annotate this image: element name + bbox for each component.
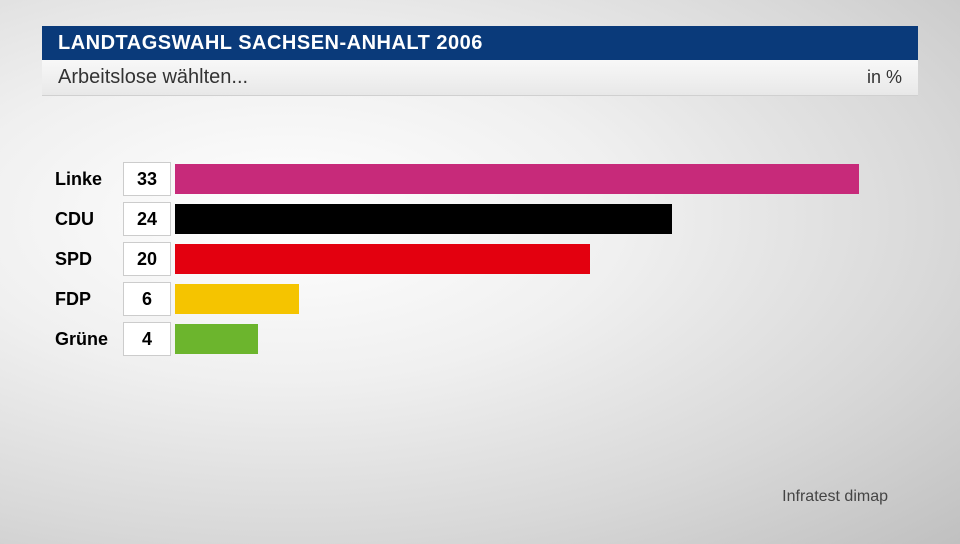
bar-row-cdu: CDU 24 <box>55 200 915 238</box>
party-label: Grüne <box>55 329 123 350</box>
value-cell: 6 <box>123 282 171 316</box>
source-label: Infratest dimap <box>782 488 888 506</box>
value-cell: 33 <box>123 162 171 196</box>
chart-area: Linke 33 CDU 24 SPD 20 FDP 6 <box>55 160 915 360</box>
bar-fill-linke <box>175 164 859 194</box>
page-title: LANDTAGSWAHL SACHSEN-ANHALT 2006 <box>58 32 483 55</box>
party-label: Linke <box>55 169 123 190</box>
bar-row-linke: Linke 33 <box>55 160 915 198</box>
party-label: CDU <box>55 209 123 230</box>
bar-track <box>175 164 915 194</box>
chart-subtitle: Arbeitslose wählten... <box>58 66 248 89</box>
bar-track <box>175 284 915 314</box>
header-bar: LANDTAGSWAHL SACHSEN-ANHALT 2006 <box>42 26 918 60</box>
value-cell: 24 <box>123 202 171 236</box>
chart-container: LANDTAGSWAHL SACHSEN-ANHALT 2006 Arbeits… <box>0 0 960 544</box>
bar-fill-gruene <box>175 324 258 354</box>
party-label: FDP <box>55 289 123 310</box>
bar-track <box>175 204 915 234</box>
bar-track <box>175 244 915 274</box>
bar-fill-spd <box>175 244 590 274</box>
subheader-bar: Arbeitslose wählten... in % <box>42 60 918 96</box>
bar-row-gruene: Grüne 4 <box>55 320 915 358</box>
bar-row-spd: SPD 20 <box>55 240 915 278</box>
unit-label: in % <box>867 67 902 88</box>
bar-fill-fdp <box>175 284 299 314</box>
bar-fill-cdu <box>175 204 672 234</box>
party-label: SPD <box>55 249 123 270</box>
value-cell: 4 <box>123 322 171 356</box>
bar-row-fdp: FDP 6 <box>55 280 915 318</box>
bar-track <box>175 324 915 354</box>
value-cell: 20 <box>123 242 171 276</box>
